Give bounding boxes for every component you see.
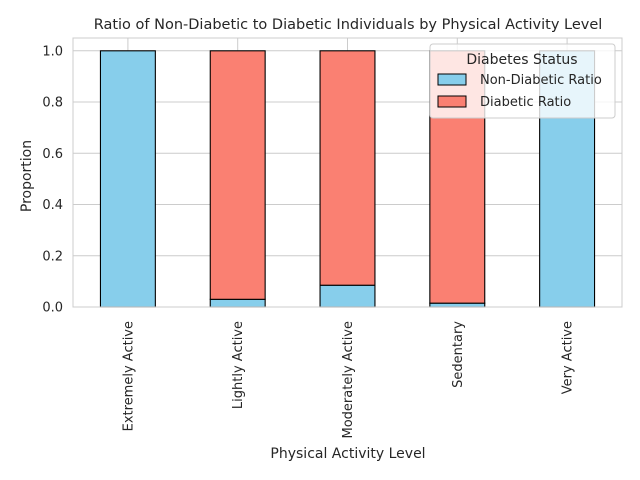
x-tick-label: Moderately Active [341,321,356,438]
plot-frame [72,37,623,308]
x-ticks: Extremely Active Lightly Active Moderately… [121,321,575,439]
legend-label: Non-Diabetic Ratio [480,73,602,88]
legend-title: Diabetes Status [466,52,577,68]
legend-swatch [437,73,467,86]
y-tick-label: 0.2 [42,249,63,264]
bar-diabetic [209,50,266,300]
legend-box [429,43,616,119]
x-tick-label: Very Active [561,321,576,394]
x-tick-label: Sedentary [451,321,466,388]
legend-items: Non-Diabetic Ratio Diabetic Ratio [437,73,602,110]
chart-title: Ratio of Non-Diabetic to Diabetic Indivi… [94,17,603,33]
y-axis-label: Proportion [19,140,35,212]
x-tick-label: Extremely Active [121,321,136,431]
legend-swatch [437,95,467,108]
bar-non-diabetic [319,284,376,308]
legend-label: Diabetic Ratio [480,95,571,110]
y-tick-label: 0.6 [42,147,63,162]
x-tick-label: Lightly Active [231,321,246,409]
x-axis-label: Physical Activity Level [270,446,425,462]
y-tick-label: 0.4 [42,198,63,213]
y-ticks: 0.0 0.2 0.4 0.6 0.8 1.0 [42,44,63,315]
bar-non-diabetic [99,50,156,308]
bar-non-diabetic [209,298,266,308]
y-tick-label: 1.0 [42,44,63,59]
y-tick-label: 0.8 [42,96,63,111]
bar-diabetic [319,50,376,286]
legend: Diabetes Status Non-Diabetic Ratio Diabet… [429,43,616,119]
bar-non-diabetic [429,302,486,308]
y-tick-label: 0.0 [42,301,63,316]
